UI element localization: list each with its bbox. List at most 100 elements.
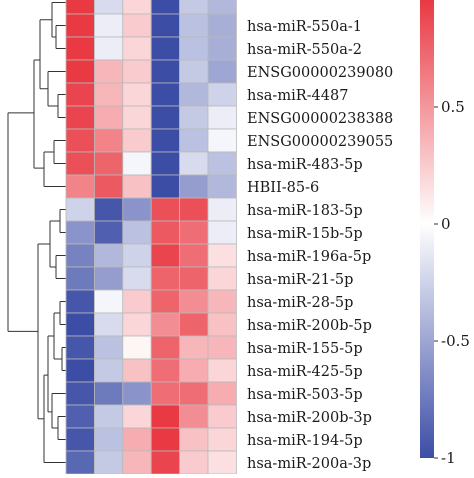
heatmap-cell	[94, 59, 124, 84]
heatmap-cell	[179, 36, 209, 61]
heatmap-cell	[207, 36, 237, 61]
heatmap-cell	[207, 128, 237, 153]
row-label: hsa-miR-200b-5p	[247, 318, 372, 334]
row-label: hsa-miR-503-5p	[247, 387, 363, 403]
heatmap-cell	[122, 266, 152, 291]
heatmap-cell	[150, 312, 180, 337]
heatmap-cell	[179, 197, 209, 222]
heatmap-cell	[150, 450, 180, 475]
row-label: hsa-miR-550a-1	[247, 19, 362, 35]
heatmap-cell	[65, 404, 95, 429]
colorbar-gradient	[420, 0, 434, 458]
heatmap-cell	[150, 404, 180, 429]
heatmap-cell	[65, 220, 95, 245]
heatmap-cell	[65, 289, 95, 314]
heatmap-cell	[150, 128, 180, 153]
heatmap-cell	[207, 59, 237, 84]
heatmap-cell	[150, 197, 180, 222]
heatmap-cell	[207, 358, 237, 383]
heatmap-cell	[122, 151, 152, 176]
heatmap-cell	[207, 220, 237, 245]
heatmap-cell	[150, 243, 180, 268]
row-label: HBII-85-6	[247, 180, 319, 196]
heatmap-cell	[122, 13, 152, 38]
heatmap-cell	[179, 0, 209, 15]
heatmap-cell	[179, 381, 209, 406]
heatmap-cell	[150, 289, 180, 314]
row-label: hsa-miR-200b-3p	[247, 410, 372, 426]
heatmap-cell	[94, 82, 124, 107]
heatmap-cell	[122, 220, 152, 245]
heatmap-cell	[94, 0, 124, 15]
heatmap-cell	[179, 174, 209, 199]
heatmap-cell	[150, 266, 180, 291]
heatmap-cell	[179, 220, 209, 245]
heatmap-cell	[179, 243, 209, 268]
heatmap-cell	[94, 220, 124, 245]
row-dendrogram	[7, 2, 66, 463]
colorbar-tick-label: -0.5	[441, 332, 470, 350]
row-label: ENSG00000238388	[247, 111, 393, 127]
heatmap-cell	[122, 289, 152, 314]
heatmap-cell	[207, 13, 237, 38]
heatmap-cell	[179, 427, 209, 452]
heatmap-cell	[65, 243, 95, 268]
heatmap-cell	[65, 174, 95, 199]
heatmap-cell	[94, 427, 124, 452]
heatmap-cell	[150, 381, 180, 406]
heatmap-cell	[65, 151, 95, 176]
row-label: hsa-miR-550a-2	[247, 42, 362, 58]
heatmap-cell	[207, 450, 237, 475]
heatmap-cell	[94, 13, 124, 38]
heatmap-cell	[122, 128, 152, 153]
heatmap-cell	[150, 82, 180, 107]
heatmap-cell	[65, 358, 95, 383]
heatmap-cell	[65, 59, 95, 84]
heatmap-cell	[179, 266, 209, 291]
heatmap-cell	[122, 59, 152, 84]
heatmap-cell	[207, 404, 237, 429]
heatmap-cell	[207, 312, 237, 337]
row-label: hsa-miR-15b-5p	[247, 226, 363, 242]
heatmap-cell	[94, 404, 124, 429]
heatmap-cell	[150, 59, 180, 84]
heatmap-cell	[179, 151, 209, 176]
heatmap-cell	[207, 289, 237, 314]
heatmap-cell	[122, 105, 152, 130]
row-label: hsa-miR-196a-5p	[247, 249, 371, 265]
heatmap-cell	[94, 36, 124, 61]
heatmap-cell	[94, 197, 124, 222]
heatmap-cells	[65, 0, 237, 475]
heatmap-cell	[207, 197, 237, 222]
heatmap-cell	[65, 312, 95, 337]
heatmap-cell	[207, 243, 237, 268]
heatmap-cell	[179, 289, 209, 314]
heatmap-cell	[65, 105, 95, 130]
heatmap-cell	[94, 358, 124, 383]
heatmap-cell	[122, 82, 152, 107]
colorbar: 0.5 0 -0.5 -1	[420, 0, 470, 467]
row-label: hsa-miR-183-5p	[247, 203, 363, 219]
heatmap-cell	[94, 381, 124, 406]
heatmap-cell	[94, 128, 124, 153]
heatmap-cell	[150, 427, 180, 452]
heatmap-cell	[94, 289, 124, 314]
heatmap-cell	[94, 312, 124, 337]
colorbar-tick-label: 0.5	[441, 98, 465, 116]
heatmap-cell	[150, 358, 180, 383]
heatmap-cell	[65, 13, 95, 38]
row-label: hsa-miR-28-5p	[247, 295, 353, 311]
heatmap-cell	[207, 151, 237, 176]
heatmap-cell	[94, 105, 124, 130]
heatmap-cell	[207, 427, 237, 452]
heatmap-cell	[65, 36, 95, 61]
heatmap-cell	[150, 105, 180, 130]
heatmap-cell	[65, 266, 95, 291]
heatmap-cell	[122, 358, 152, 383]
colorbar-tick-label: -1	[441, 449, 456, 467]
heatmap-cell	[122, 427, 152, 452]
heatmap-cell	[179, 358, 209, 383]
heatmap-cell	[94, 450, 124, 475]
row-label: hsa-miR-194-5p	[247, 433, 363, 449]
